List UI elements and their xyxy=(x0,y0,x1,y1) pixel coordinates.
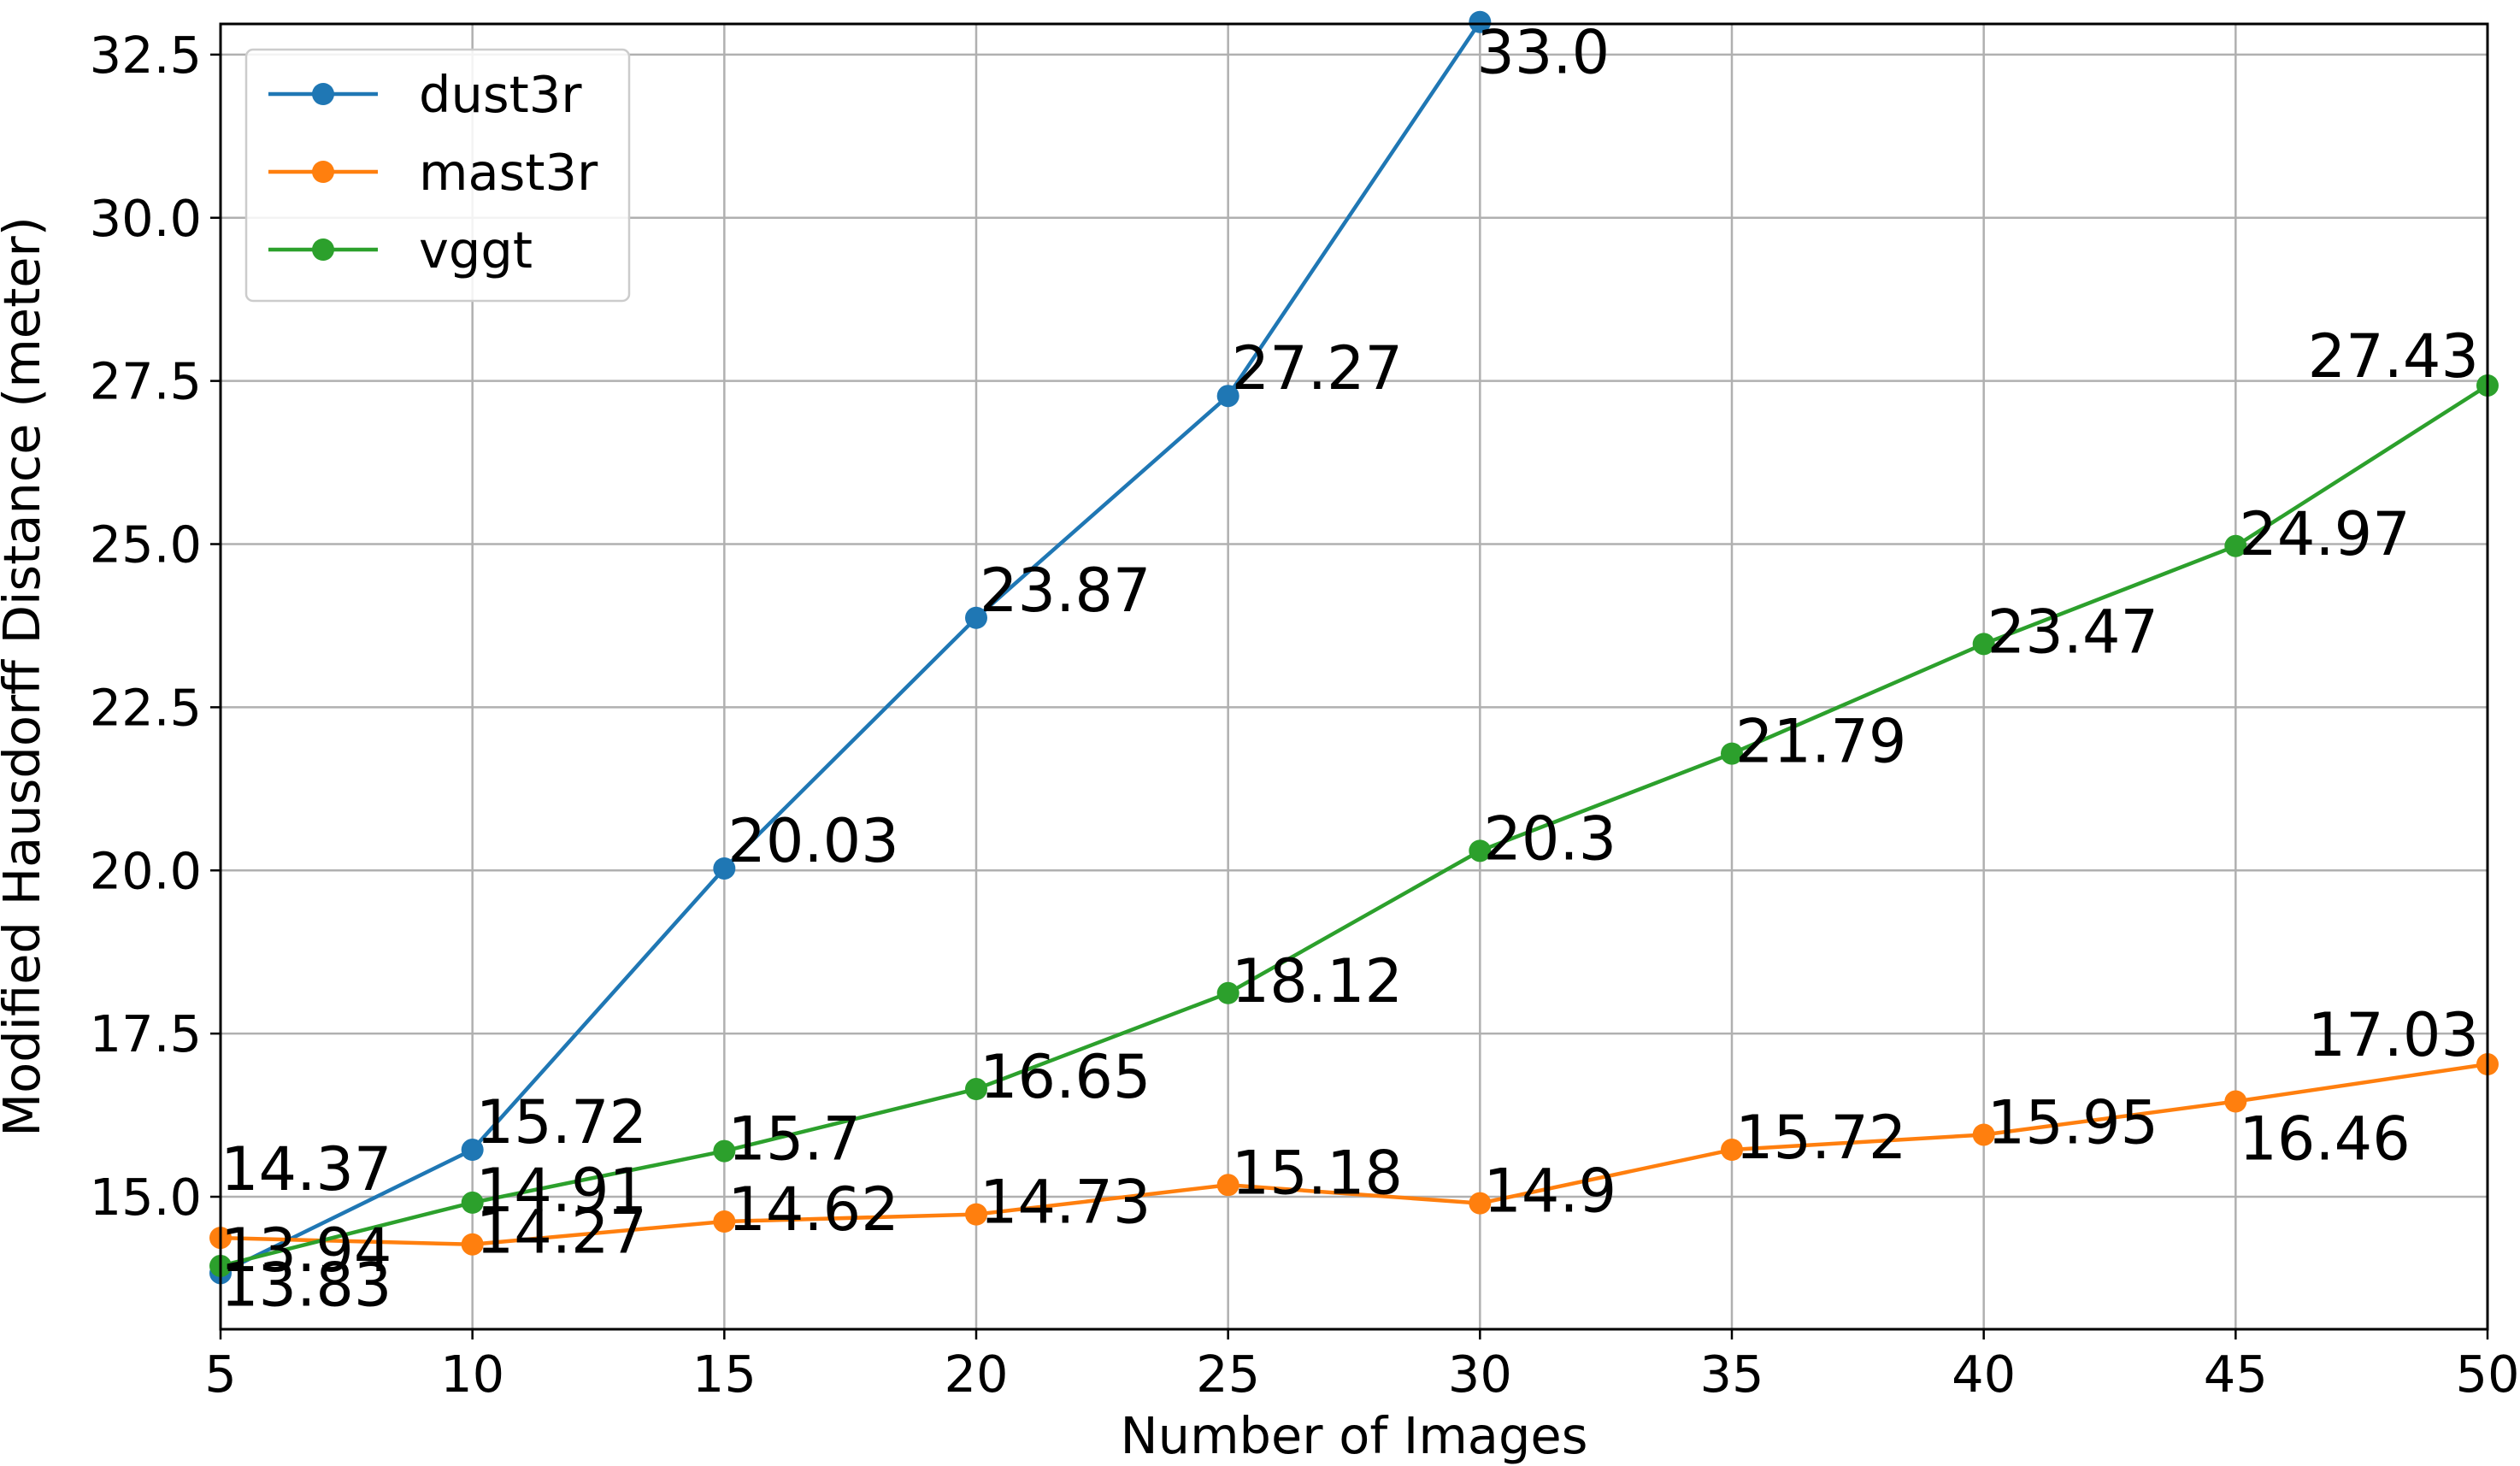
data-label-dust3r: 15.72 xyxy=(476,1087,647,1157)
data-point-vggt xyxy=(965,1078,987,1101)
legend-marker-vggt xyxy=(312,238,334,261)
data-label-mast3r: 16.46 xyxy=(2239,1104,2410,1175)
data-label-mast3r: 14.73 xyxy=(980,1168,1151,1238)
data-point-mast3r xyxy=(1972,1123,1995,1146)
x-tick-label: 10 xyxy=(440,1345,504,1404)
x-axis-title: Number of Images xyxy=(1121,1406,1588,1465)
x-tick-label: 30 xyxy=(1448,1345,1512,1404)
x-tick-label: 40 xyxy=(1952,1345,2016,1404)
data-label-vggt: 14.91 xyxy=(476,1156,647,1226)
data-point-dust3r xyxy=(965,606,987,629)
data-label-vggt: 16.65 xyxy=(980,1042,1151,1112)
data-point-mast3r xyxy=(965,1203,987,1226)
y-tick-label: 15.0 xyxy=(90,1168,202,1227)
legend-box xyxy=(244,48,631,303)
data-label-dust3r: 20.03 xyxy=(727,806,898,876)
series-lines xyxy=(209,10,2499,1285)
data-point-vggt xyxy=(1216,981,1239,1004)
data-point-vggt xyxy=(2224,534,2247,557)
data-label-vggt: 15.7 xyxy=(727,1104,861,1175)
series-line-dust3r xyxy=(220,21,1482,1275)
y-tick-label: 27.5 xyxy=(90,352,202,411)
data-label-mast3r: 15.95 xyxy=(1987,1087,2158,1157)
data-point-dust3r xyxy=(461,1139,484,1162)
data-label-dust3r: 13.83 xyxy=(221,1250,392,1320)
data-point-dust3r xyxy=(713,857,736,880)
data-label-mast3r: 17.03 xyxy=(2308,1000,2479,1070)
data-point-mast3r xyxy=(461,1233,484,1256)
data-point-mast3r xyxy=(1469,1192,1492,1215)
x-tick-label: 25 xyxy=(1196,1345,1260,1404)
data-point-vggt xyxy=(461,1191,484,1214)
x-tick-label: 50 xyxy=(2455,1345,2519,1404)
data-point-mast3r xyxy=(2224,1090,2247,1113)
data-point-dust3r xyxy=(1469,10,1492,33)
x-tick-label: 20 xyxy=(944,1345,1008,1404)
data-label-dust3r: 23.87 xyxy=(980,556,1151,626)
data-point-vggt xyxy=(1469,839,1492,863)
x-tick-label: 5 xyxy=(204,1345,237,1404)
data-label-vggt: 21.79 xyxy=(1735,707,1906,777)
data-point-mast3r xyxy=(1721,1139,1743,1162)
legend-marker-mast3r xyxy=(312,161,334,183)
y-tick-label: 22.5 xyxy=(90,678,202,737)
legend-marker-dust3r xyxy=(312,83,334,105)
data-label-mast3r: 14.62 xyxy=(727,1175,898,1245)
data-label-vggt: 13.94 xyxy=(221,1216,392,1286)
data-label-mast3r: 14.9 xyxy=(1483,1157,1616,1227)
data-label-mast3r: 14.27 xyxy=(476,1198,647,1268)
data-label-vggt: 23.47 xyxy=(1987,597,2158,667)
data-point-mast3r xyxy=(713,1210,736,1233)
data-label-mast3r: 15.72 xyxy=(1735,1103,1906,1173)
data-point-dust3r xyxy=(1216,385,1239,408)
data-point-vggt xyxy=(1972,633,1995,656)
x-tick-label: 45 xyxy=(2204,1345,2268,1404)
data-label-dust3r: 33.0 xyxy=(1476,18,1610,88)
data-label-mast3r: 14.37 xyxy=(221,1134,392,1204)
y-axis-title: Modified Hausdorff Distance (meter) xyxy=(0,216,51,1137)
axis-ticks: 5 10 15 20 25 30 35 40 45 50 15.0 17.5 20.0 22.5 25.0 2… xyxy=(90,26,2520,1404)
series-line-vggt xyxy=(220,384,2489,1269)
data-point-mast3r xyxy=(1216,1174,1239,1197)
y-tick-label: 20.0 xyxy=(90,841,202,900)
data-label-mast3r: 15.18 xyxy=(1232,1138,1403,1208)
y-tick-label: 25.0 xyxy=(90,515,202,574)
y-tick-label: 30.0 xyxy=(90,189,202,248)
data-point-vggt xyxy=(713,1139,736,1163)
plot-frame xyxy=(219,22,2489,1331)
legend-label-mast3r: mast3r xyxy=(419,143,598,202)
legend-label-vggt: vggt xyxy=(419,221,533,280)
data-label-vggt: 18.12 xyxy=(1232,946,1403,1016)
series-line-mast3r xyxy=(220,1062,2488,1246)
y-tick-label: 32.5 xyxy=(90,26,202,85)
grid xyxy=(219,24,2489,1329)
data-label-vggt: 20.3 xyxy=(1483,804,1616,874)
data-point-vggt xyxy=(1721,742,1743,765)
data-label-vggt: 27.43 xyxy=(2308,321,2479,392)
data-label-dust3r: 27.27 xyxy=(1232,333,1403,403)
x-tick-label: 15 xyxy=(692,1345,757,1404)
y-tick-label: 17.5 xyxy=(90,1004,202,1063)
x-tick-label: 35 xyxy=(1699,1345,1763,1404)
legend: dust3r mast3r vggt xyxy=(244,48,631,303)
legend-label-dust3r: dust3r xyxy=(419,65,582,124)
data-label-vggt: 24.97 xyxy=(2239,499,2410,569)
